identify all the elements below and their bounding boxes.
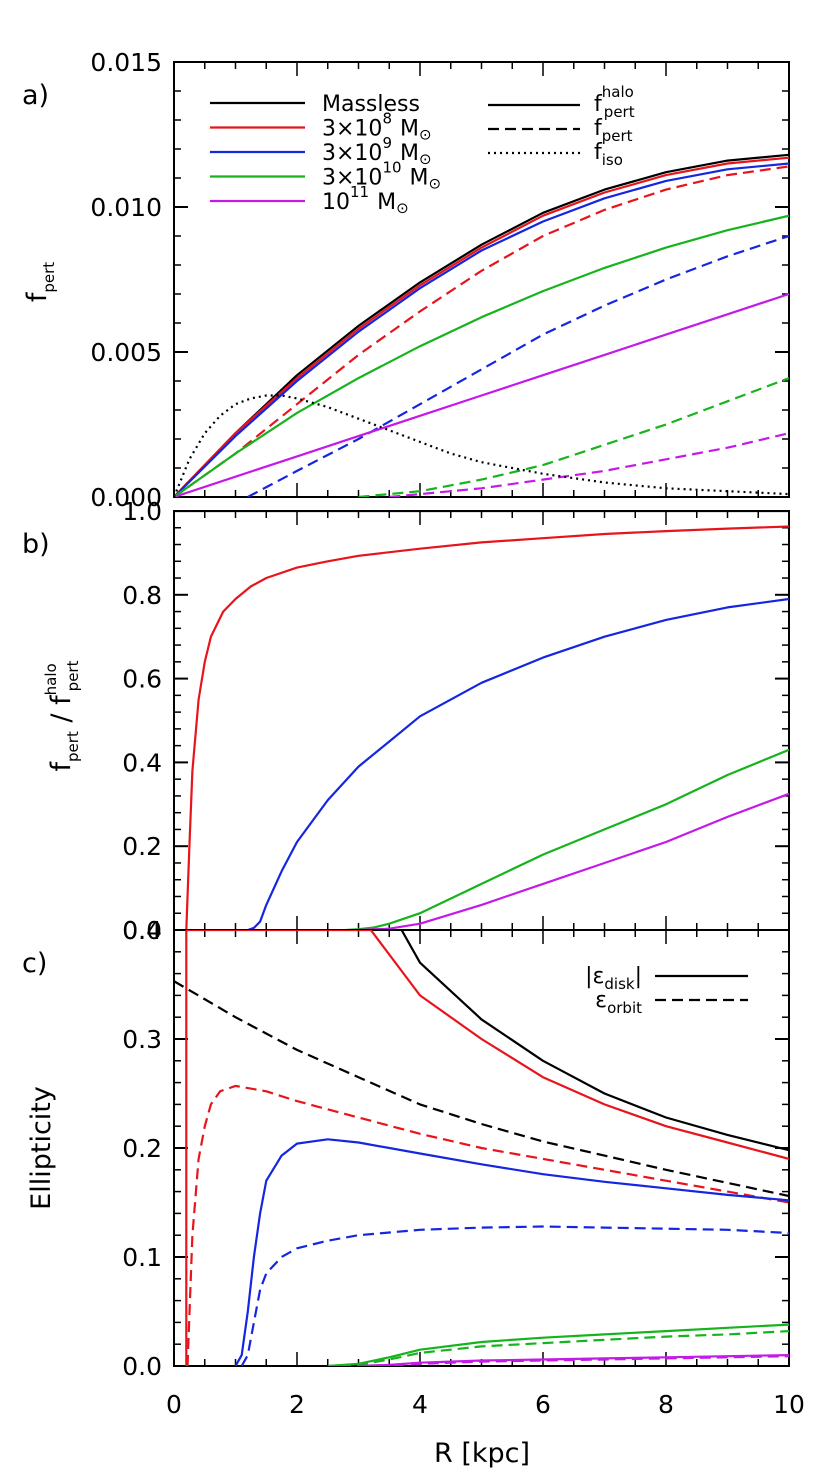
legend-label: Massless <box>322 92 420 117</box>
series-line-solid <box>185 525 789 930</box>
panel-frame <box>173 510 790 931</box>
series-line-solid <box>174 214 789 497</box>
series-line-solid <box>185 930 789 1366</box>
series-line-dashed <box>247 234 789 497</box>
legend-label: fpert <box>594 116 633 145</box>
text-layer: 0.0000.0050.0100.015a)0.00.20.40.60.81.0… <box>22 48 805 1469</box>
y-tick-label: 0.6 <box>122 665 162 694</box>
y-axis-title-b: fpert / fhalo pert <box>42 660 82 771</box>
legend-label: 3×108 M⊙ <box>322 110 432 144</box>
series-line-solid <box>247 597 789 930</box>
y-axis-title-c: Ellipticity <box>26 1086 57 1210</box>
y-tick-label: 0.8 <box>122 581 162 610</box>
legend-label: |εdisk| <box>585 964 642 993</box>
series-group <box>174 153 789 497</box>
legend-label: 3×109 M⊙ <box>322 134 432 168</box>
y-tick-label: 0.1 <box>122 1243 162 1272</box>
series-line-solid <box>174 153 789 497</box>
x-axis-title: R [kpc] <box>434 1438 530 1469</box>
y-tick-label: 0.0 <box>122 916 162 945</box>
y-tick-label: 0.4 <box>122 748 162 777</box>
series-line-dashed <box>240 1225 789 1366</box>
series-line-solid <box>327 1323 789 1366</box>
y-axis-title-a: fpert <box>22 262 58 302</box>
x-tick-label: 8 <box>658 1390 674 1419</box>
legend-label: fiso <box>594 140 623 169</box>
series-line-dotted <box>174 394 789 497</box>
x-tick-label: 2 <box>289 1390 305 1419</box>
x-tick-label: 10 <box>773 1390 805 1419</box>
series-line-dashed <box>174 980 789 1198</box>
legend-label: fhalo pert <box>594 83 635 121</box>
series-line-solid <box>174 156 789 497</box>
y-tick-label: 0.3 <box>122 1025 162 1054</box>
y-tick-label: 0.2 <box>122 832 162 861</box>
x-tick-label: 4 <box>412 1390 428 1419</box>
y-tick-label: 0.010 <box>90 193 162 222</box>
y-tick-label: 0.005 <box>90 338 162 367</box>
y-tick-label: 0.0 <box>122 1352 162 1381</box>
series-line-solid <box>346 748 789 930</box>
panel-letter: b) <box>22 529 50 560</box>
series-line-solid <box>174 292 789 497</box>
panel-letter: a) <box>22 80 49 111</box>
y-tick-label: 1.0 <box>122 497 162 526</box>
series-line-solid <box>358 792 789 930</box>
plot-area <box>173 61 790 1367</box>
x-tick-label: 0 <box>166 1390 182 1419</box>
legend-label: 1011 M⊙ <box>322 183 409 217</box>
y-tick-label: 0.015 <box>90 48 162 77</box>
series-line-dashed <box>376 1355 789 1366</box>
legend-label: εorbit <box>595 988 642 1017</box>
series-group <box>174 930 789 1366</box>
svg-text:Ellipticity: Ellipticity <box>26 1086 57 1210</box>
y-tick-label: 0.000 <box>90 483 162 512</box>
y-tick-label: 0.4 <box>122 916 162 945</box>
series-line-dashed <box>174 165 789 497</box>
series-line-dashed <box>186 1084 789 1366</box>
panel-letter: c) <box>22 948 47 979</box>
series-line-dashed <box>340 1330 789 1366</box>
y-tick-label: 0.2 <box>122 1134 162 1163</box>
legend-label: 3×1010 M⊙ <box>322 159 441 193</box>
series-line-dashed <box>358 377 789 497</box>
series-line-solid <box>400 930 789 1152</box>
x-tick-label: 6 <box>535 1390 551 1419</box>
svg-text:fpert: fpert <box>22 262 58 302</box>
series-line-dashed <box>389 432 789 497</box>
series-line-solid <box>234 1138 789 1366</box>
series-group <box>174 511 789 930</box>
series-line-solid <box>174 162 789 497</box>
